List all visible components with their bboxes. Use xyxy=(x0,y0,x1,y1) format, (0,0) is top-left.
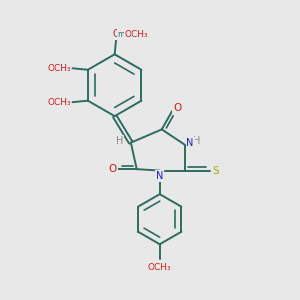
Text: O: O xyxy=(112,29,120,39)
Text: H: H xyxy=(194,136,201,146)
Text: OCH₃: OCH₃ xyxy=(148,263,172,272)
Text: OCH₃: OCH₃ xyxy=(47,64,71,73)
Text: S: S xyxy=(212,166,219,176)
Text: N: N xyxy=(156,171,164,181)
Text: N: N xyxy=(186,138,194,148)
Text: OCH₃: OCH₃ xyxy=(124,30,148,39)
Text: OCH₃: OCH₃ xyxy=(47,98,71,107)
Text: H: H xyxy=(116,136,123,146)
Text: methyl: methyl xyxy=(118,30,144,39)
Text: O: O xyxy=(173,103,181,112)
Text: O: O xyxy=(109,164,117,174)
